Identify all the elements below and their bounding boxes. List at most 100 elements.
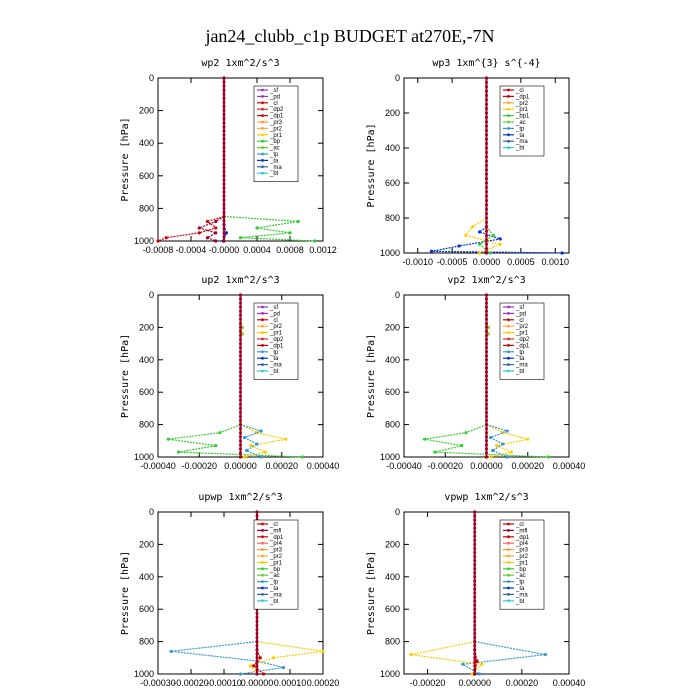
panel-3: up2 1xm^2/s^3 0 200 400 600 800 1000 Pressure […	[120, 275, 339, 471]
legend-marker	[507, 146, 510, 150]
legend-label: _bt	[269, 599, 279, 605]
data-point	[485, 229, 488, 233]
data-point	[470, 672, 474, 676]
x-tick-label: -0.00020	[410, 678, 446, 688]
legend-marker	[507, 593, 510, 596]
y-axis-label: Pressure [hPa]	[120, 117, 131, 201]
y-tick-label: 600	[385, 387, 400, 397]
data-point	[214, 226, 218, 230]
data-point	[222, 76, 226, 80]
y-axis-label: Pressure [hPa]	[366, 334, 377, 418]
legend-label: _bp	[269, 567, 281, 573]
data-point	[166, 437, 170, 441]
legend-label: _cl	[515, 88, 524, 94]
data-point	[485, 309, 488, 313]
legend-marker	[507, 573, 510, 577]
data-point	[239, 313, 242, 317]
y-tick-label: 600	[385, 604, 400, 614]
data-point	[473, 530, 477, 534]
data-point	[485, 406, 488, 410]
data-point	[485, 386, 488, 390]
data-point	[485, 102, 488, 106]
data-point	[239, 309, 242, 313]
data-point	[222, 80, 226, 84]
data-point	[485, 301, 488, 305]
y-axis-label: Pressure [hPa]	[366, 551, 377, 635]
data-point	[222, 206, 226, 210]
data-point	[485, 207, 488, 211]
data-point	[473, 627, 477, 631]
legend-label: _ma	[269, 165, 282, 171]
data-point	[239, 423, 242, 427]
legend-label: _cl	[269, 522, 278, 528]
y-axis-label: Pressure [hPa]	[366, 123, 377, 207]
data-point	[313, 239, 317, 243]
y-tick-label: 800	[385, 420, 400, 430]
legend-marker	[261, 369, 264, 373]
data-point	[222, 117, 226, 121]
x-tick-label: 0.0005	[507, 257, 535, 267]
legend-label: _bp1	[515, 114, 530, 120]
data-point	[239, 415, 242, 418]
data-point	[485, 447, 488, 451]
y-tick-label: 600	[139, 171, 154, 181]
data-point	[222, 125, 226, 129]
legend-label: _sf	[515, 305, 524, 311]
legend-marker	[261, 95, 264, 98]
legend-marker	[261, 535, 264, 539]
legend-marker	[507, 88, 510, 92]
x-tick-label: -0.0005	[437, 257, 468, 267]
data-point	[473, 563, 477, 567]
legend-label: _ta	[269, 586, 279, 592]
data-point	[164, 236, 168, 240]
legend-label: _pd	[269, 94, 280, 100]
legend-label: _dp1	[269, 535, 284, 541]
data-point	[255, 627, 259, 631]
data-point	[473, 522, 477, 526]
legend-marker	[261, 101, 264, 105]
data-point	[239, 362, 242, 366]
legend-label: _sf	[269, 305, 278, 311]
data-point	[485, 146, 488, 150]
data-point	[222, 153, 226, 157]
data-point	[222, 215, 226, 219]
data-point	[239, 346, 242, 350]
y-tick-label: 800	[385, 213, 400, 223]
data-point	[222, 182, 226, 186]
legend-label: _ac	[269, 573, 280, 579]
data-point	[222, 96, 226, 100]
data-point	[485, 115, 488, 119]
data-point	[255, 664, 259, 668]
data-point	[485, 172, 488, 176]
data-point	[485, 85, 488, 89]
data-point	[473, 587, 477, 591]
data-point	[239, 398, 242, 402]
data-point	[485, 358, 488, 362]
legend-label: _pr3	[269, 548, 283, 554]
legend-label: _ta	[269, 356, 279, 362]
data-point	[214, 239, 218, 243]
data-point	[255, 442, 259, 446]
panel-1: wp2 1xm^2/s^3 0 200 400 600 800 1000 Pressure […	[120, 58, 337, 255]
data-point	[495, 444, 499, 448]
x-tick-label: 0.0008	[276, 245, 304, 255]
data-point	[263, 450, 267, 454]
data-point	[460, 444, 464, 448]
x-tick-label: 0.00000	[470, 461, 503, 471]
legend-marker	[261, 561, 264, 564]
x-tick-label: -0.00010	[206, 678, 242, 688]
y-tick-label: 1000	[134, 236, 154, 246]
series-line	[486, 424, 528, 458]
data-point	[248, 664, 252, 668]
data-point	[471, 225, 475, 229]
plot-frame	[403, 511, 570, 675]
legend-label: _pr1	[515, 331, 529, 337]
x-tick-label: 0.0004	[243, 245, 271, 255]
y-tick-label: 800	[139, 420, 154, 430]
data-point	[485, 394, 488, 398]
data-point	[485, 325, 488, 329]
data-point	[239, 334, 242, 337]
data-point	[239, 443, 242, 447]
y-tick-label: 600	[139, 604, 154, 614]
data-point	[243, 435, 247, 440]
